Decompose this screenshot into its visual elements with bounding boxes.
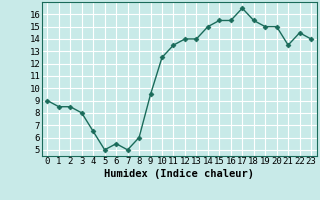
X-axis label: Humidex (Indice chaleur): Humidex (Indice chaleur)	[104, 169, 254, 179]
